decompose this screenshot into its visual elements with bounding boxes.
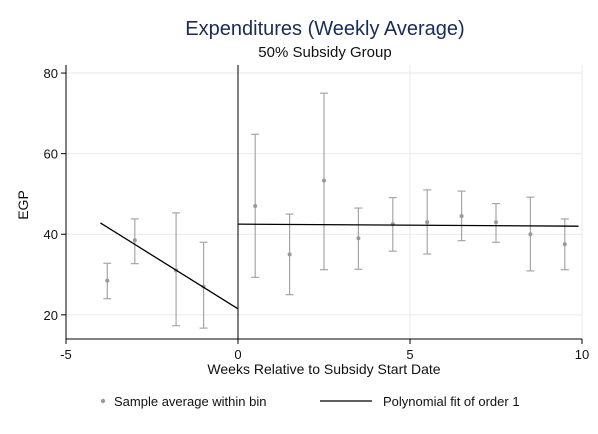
x-tick-label: 10 [575,347,589,362]
data-point [287,252,292,257]
fit-line [237,223,579,227]
legend-label-polynomial-fit: Polynomial fit of order 1 [383,394,520,409]
axes: 20 40 60 80 -5 0 5 10 [44,65,589,362]
x-tick-label: -5 [60,347,72,362]
y-tick-label: 40 [44,227,58,242]
legend-label-sample-average: Sample average within bin [114,394,266,409]
x-axis-label: Weeks Relative to Subsidy Start Date [207,361,440,377]
chart-subtitle: 50% Subsidy Group [258,44,391,61]
data-point [132,238,137,243]
chart-title: Expenditures (Weekly Average) [185,18,464,40]
data-point [528,232,533,237]
data-point [356,236,361,241]
fit-line [100,222,239,310]
plot-area [100,65,579,339]
x-tick-label: 5 [406,347,413,362]
data-point [562,242,567,247]
y-tick-label: 80 [44,66,58,81]
data-point [494,220,498,225]
legend-marker-sample-average [100,398,106,404]
data-point [459,214,464,219]
data-point [253,204,258,209]
y-axis-label: EGP [15,190,31,220]
data-point [322,178,326,183]
legend: Sample average within bin Polynomial fit… [100,394,520,409]
data-point [105,278,110,283]
y-tick-label: 60 [44,147,58,162]
data-point [425,220,430,225]
x-tick-label: 0 [234,347,241,362]
y-tick-label: 20 [44,308,58,323]
